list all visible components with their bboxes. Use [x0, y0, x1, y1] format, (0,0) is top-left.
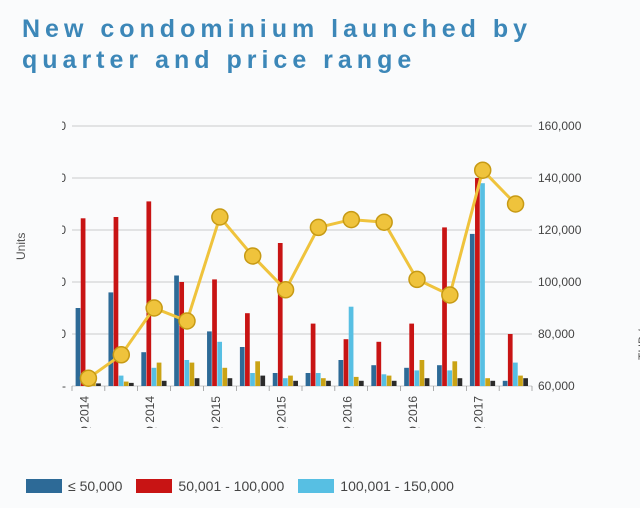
- svg-text:4,000: 4,000: [62, 275, 66, 289]
- legend-swatch: [298, 479, 334, 493]
- svg-text:60,000: 60,000: [538, 379, 575, 393]
- svg-text:10,000: 10,000: [62, 119, 66, 133]
- svg-text:3Q 2014: 3Q 2014: [143, 396, 157, 428]
- svg-text:1Q 2015: 1Q 2015: [209, 396, 223, 428]
- chart-plot-area: - 2,000 4,000 6,000 8,000 10,000 60,000 80,000 1…: [62, 108, 592, 428]
- chart-svg: - 2,000 4,000 6,000 8,000 10,000 60,000 80,000 1…: [62, 108, 592, 428]
- svg-text:120,000: 120,000: [538, 223, 582, 237]
- y1-axis-label: Units: [14, 233, 28, 260]
- legend-label: 50,001 - 100,000: [178, 478, 284, 494]
- legend-swatch: [136, 479, 172, 493]
- chart-title: New condominium launched by quarter and …: [0, 0, 640, 85]
- svg-text:100,000: 100,000: [538, 275, 582, 289]
- chart-card: { "title": "New condominium launched by …: [0, 0, 640, 508]
- svg-text:160,000: 160,000: [538, 119, 582, 133]
- svg-text:1Q 2016: 1Q 2016: [340, 396, 354, 428]
- svg-text:3Q 2015: 3Q 2015: [275, 396, 289, 428]
- svg-text:80,000: 80,000: [538, 327, 575, 341]
- legend-swatch: [26, 479, 62, 493]
- svg-text:140,000: 140,000: [538, 171, 582, 185]
- y2-axis-label: THB / sq m: [636, 300, 640, 360]
- svg-text:2,000: 2,000: [62, 327, 66, 341]
- svg-text:8,000: 8,000: [62, 171, 66, 185]
- chart-legend: ≤ 50,000 50,001 - 100,000 100,001 - 150,00…: [12, 472, 628, 500]
- svg-text:3Q 2016: 3Q 2016: [406, 396, 420, 428]
- svg-text:1Q 2017: 1Q 2017: [472, 396, 486, 428]
- legend-label: ≤ 50,000: [68, 478, 122, 494]
- svg-text:1Q 2014: 1Q 2014: [77, 396, 91, 428]
- svg-text:6,000: 6,000: [62, 223, 66, 237]
- legend-label: 100,001 - 150,000: [340, 478, 454, 494]
- svg-text:-: -: [62, 379, 66, 393]
